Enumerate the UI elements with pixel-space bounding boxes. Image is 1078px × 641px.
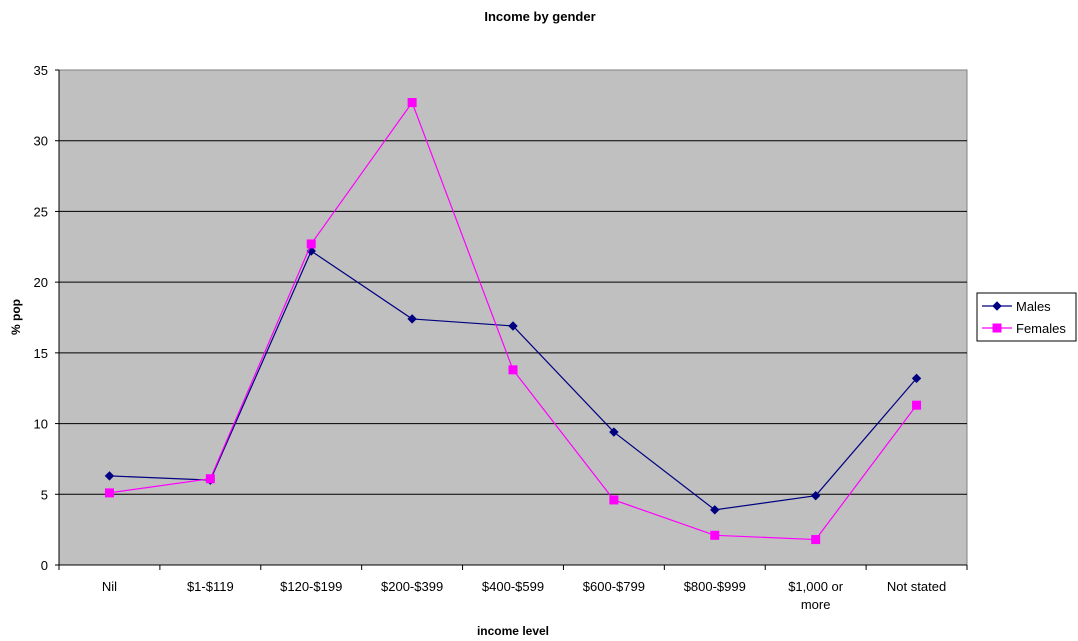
x-tick-label: $800-$999 [684, 579, 746, 594]
plot-area [58, 69, 968, 566]
y-axis-title: % pop [9, 299, 23, 335]
data-point-square [710, 530, 720, 540]
axes [58, 70, 967, 566]
x-tick-label: Not stated [887, 579, 946, 594]
x-tick-label: $120-$199 [280, 579, 342, 594]
data-point-square [205, 474, 215, 484]
chart-title: Income by gender [484, 9, 595, 24]
x-tick-label: $400-$599 [482, 579, 544, 594]
data-point-square [912, 400, 922, 410]
x-tick-label: $200-$399 [381, 579, 443, 594]
y-tick-label: 10 [34, 417, 48, 432]
data-point-square [407, 98, 417, 108]
data-point-square [811, 535, 821, 545]
data-point-square [508, 365, 518, 375]
legend-label: Females [1016, 321, 1066, 336]
y-tick-label: 0 [41, 558, 48, 573]
data-point-square [992, 323, 1002, 333]
x-tick-label: $1-$119 [187, 579, 234, 594]
x-tick-label: $1,000 or [788, 579, 844, 594]
data-point-diamond [508, 321, 518, 331]
x-tick-label: $600-$799 [583, 579, 645, 594]
series-females [104, 98, 922, 545]
y-tick-label: 30 [34, 134, 48, 149]
x-tick-label: Nil [102, 579, 117, 594]
data-point-diamond [609, 427, 619, 437]
x-tick-label: more [801, 597, 831, 612]
x-axis-title: income level [477, 624, 549, 638]
legend: Males Females [976, 292, 1077, 342]
y-tick-label: 25 [34, 204, 48, 219]
series-layer [104, 98, 922, 545]
data-point-diamond [407, 314, 417, 324]
data-point-diamond [104, 471, 115, 481]
data-point-diamond [810, 490, 821, 501]
legend-box [976, 292, 1077, 342]
data-point-diamond [710, 505, 720, 515]
y-tick-label: 15 [34, 346, 48, 361]
data-point-diamond [911, 373, 922, 384]
y-tick-label: 20 [34, 275, 48, 290]
data-point-square [104, 488, 114, 498]
y-tick-label: 35 [34, 63, 48, 78]
data-point-square [306, 239, 316, 249]
x-axis-ticks: Nil $1-$119 $120-$199 $200-$399 $400-$599 $60… [58, 565, 968, 612]
data-point-square [609, 495, 619, 505]
legend-label: Males [1016, 299, 1051, 314]
y-axis-ticks: 0 5 10 15 20 25 30 35 [34, 63, 59, 573]
y-tick-label: 5 [41, 487, 48, 502]
data-point-diamond [992, 301, 1002, 311]
